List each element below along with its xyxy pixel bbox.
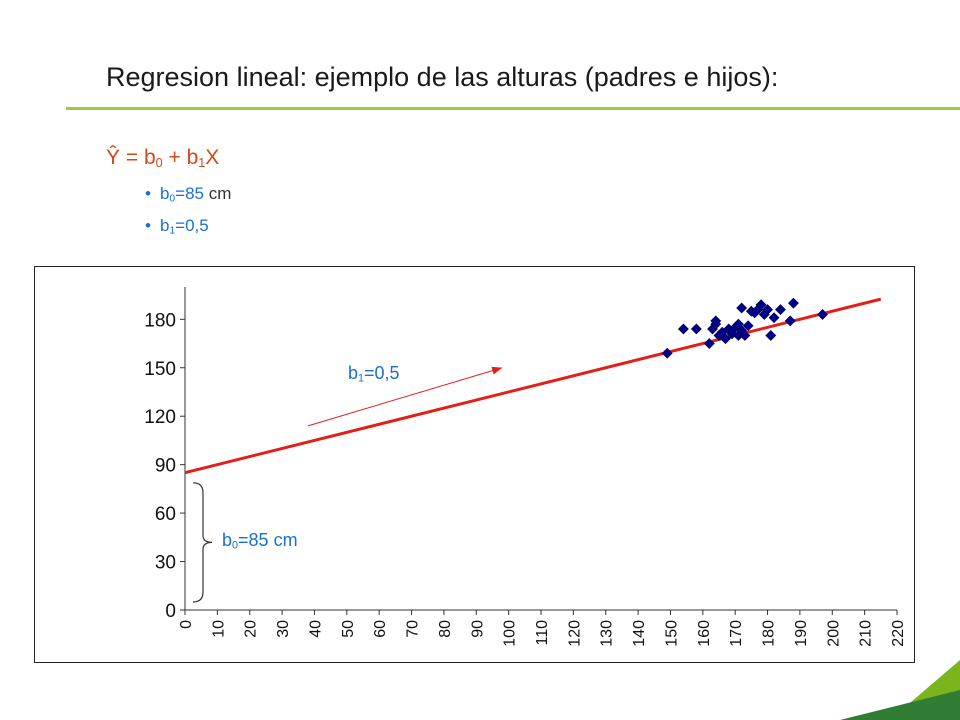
bullet-intercept: b0=85 cm [145, 184, 231, 205]
bullet-slope: b1=0,5 [145, 216, 209, 237]
x-tick-label: 210 [858, 620, 875, 647]
x-tick-label: 190 [793, 620, 810, 647]
x-axis: 0 10 20 30 40 50 60 70 80 90 100 110 120 130 140 150 160… [178, 609, 907, 647]
x-tick-label: 180 [761, 620, 778, 647]
data-point [739, 330, 751, 341]
x-tick-label: 40 [307, 620, 324, 638]
slope-arrowhead [491, 366, 503, 375]
y-tick-label: 60 [155, 504, 176, 525]
x-tick-label: 70 [405, 620, 422, 638]
data-point [661, 347, 673, 359]
intercept-brace [192, 482, 213, 603]
chart-frame [34, 266, 915, 663]
x-tick-label: 120 [566, 620, 583, 647]
x-tick-label: 80 [437, 620, 454, 638]
slope-arrow [307, 367, 503, 427]
data-point [817, 309, 828, 320]
y-tick-label: 90 [155, 456, 176, 477]
data-point [720, 333, 731, 345]
data-point [690, 323, 702, 335]
x-tick-label: 50 [340, 620, 357, 638]
y-tick-label: 30 [155, 553, 176, 574]
slope-annotation-label: b1=0,5 [348, 363, 400, 385]
data-point [768, 312, 780, 324]
x-tick-label: 140 [631, 620, 648, 647]
x-tick-label: 100 [502, 620, 519, 647]
x-tick-label: 220 [890, 620, 907, 647]
y-tick-label: 0 [165, 601, 176, 622]
data-point [755, 299, 767, 311]
x-tick-label: 60 [372, 620, 389, 638]
x-tick-label: 150 [663, 620, 680, 647]
data-point [703, 338, 715, 349]
data-points [661, 297, 828, 359]
x-tick-label: 170 [728, 620, 745, 647]
x-tick-label: 20 [243, 620, 260, 638]
regression-line-group [184, 297, 882, 475]
x-tick-label: 130 [599, 620, 616, 647]
x-tick-label: 10 [210, 620, 227, 638]
x-tick-label: 110 [534, 620, 551, 646]
slide-title: Regresion lineal: ejemplo de las alturas… [106, 62, 779, 92]
regression-line [184, 297, 882, 475]
data-point [742, 320, 754, 332]
data-point [765, 330, 777, 341]
data-point [677, 323, 689, 335]
x-tick-label: 200 [825, 620, 842, 647]
title-underline [66, 107, 960, 110]
y-tick-label: 150 [144, 359, 176, 380]
x-tick-label: 90 [469, 620, 486, 638]
data-point [762, 304, 773, 316]
data-point [784, 315, 796, 327]
data-point [788, 297, 799, 309]
x-tick-label: 160 [696, 620, 713, 647]
y-axis: 0 30 60 90 120 150 180 [144, 287, 186, 622]
data-point [775, 304, 786, 316]
y-tick-label: 180 [144, 310, 176, 331]
corner-decoration [840, 660, 960, 720]
annotations [192, 366, 503, 603]
x-tick-label: 0 [178, 620, 195, 629]
data-point [710, 315, 722, 327]
y-tick-label: 120 [144, 407, 176, 428]
regression-formula: Ŷ = b0 + b1X [106, 146, 220, 171]
x-tick-label: 30 [275, 620, 292, 638]
intercept-annotation-label: b0=85 cm [222, 530, 298, 552]
data-point [736, 302, 748, 314]
